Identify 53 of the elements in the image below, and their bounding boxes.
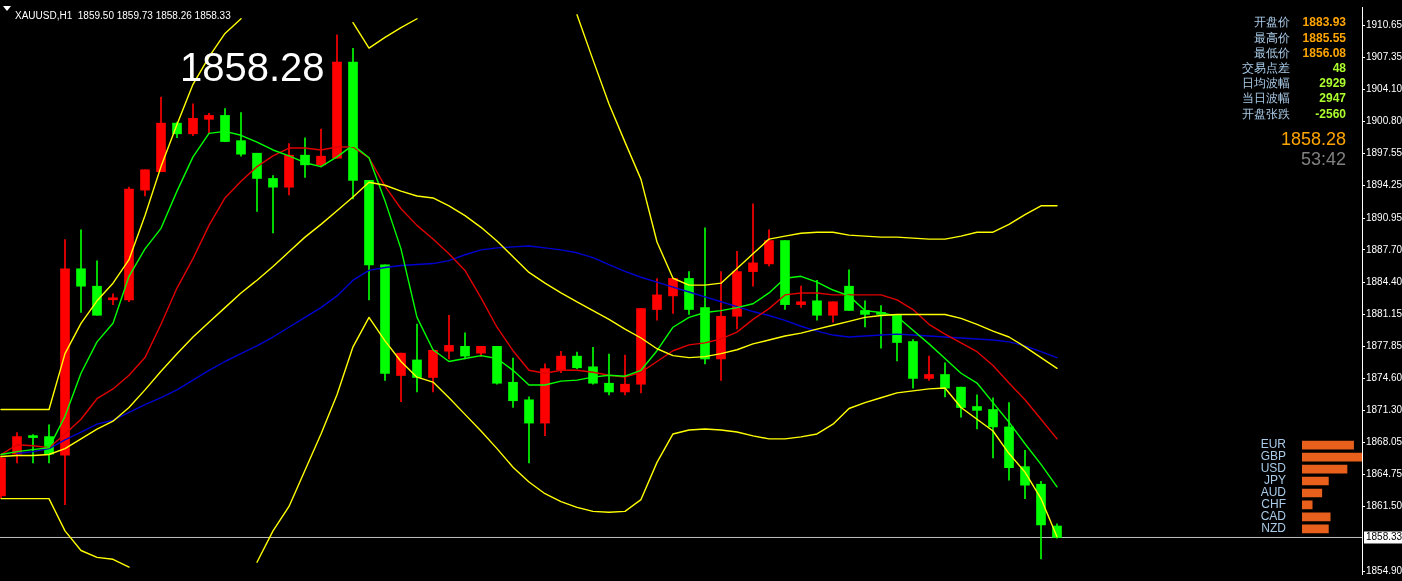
y-tick-label: 1864.75 — [1366, 468, 1402, 480]
candlestick — [444, 314, 454, 360]
bar — [1302, 476, 1329, 486]
y-tick-label: 1861.50 — [1366, 500, 1402, 512]
y-tick-label: 1900.80 — [1366, 115, 1402, 127]
y-tick-label: 1910.65 — [1366, 18, 1402, 30]
text: 1858.28 — [1280, 128, 1346, 149]
text: 53:42 — [1300, 148, 1346, 169]
y-tick-label: 1897.55 — [1366, 147, 1402, 159]
candlestick — [28, 434, 38, 464]
candlestick — [860, 300, 870, 328]
y-tick-label: 1907.35 — [1366, 51, 1402, 63]
text: 最高价 1885.55 — [1254, 30, 1347, 45]
text: 当日波幅 2947 — [1242, 91, 1346, 106]
y-tick-label: 1854.90 — [1366, 564, 1402, 576]
text: 日均波幅 2929 — [1242, 76, 1346, 91]
bar — [1302, 488, 1323, 498]
text: 开盘价 1883.93 — [1254, 15, 1347, 30]
bar — [1302, 440, 1354, 450]
y-tick-label: 1884.40 — [1366, 275, 1402, 287]
y-tick-label: AUD — [1260, 485, 1287, 500]
y-tick-label: 1877.85 — [1366, 340, 1402, 352]
ref-line-label: 1858.33 — [1366, 531, 1402, 543]
y-tick-label: CAD — [1260, 509, 1287, 524]
candlestick — [268, 175, 278, 234]
candlestick — [924, 355, 934, 381]
bar — [1302, 452, 1362, 462]
y-tick-label: 1874.60 — [1366, 371, 1402, 383]
y-tick-label: 1890.95 — [1366, 211, 1402, 223]
y-tick-label: 1894.25 — [1366, 179, 1402, 191]
y-tick-label: 1868.05 — [1366, 436, 1402, 448]
y-tick-label: JPY — [1263, 473, 1286, 488]
y-tick-label: 1881.15 — [1366, 307, 1402, 319]
text: 最低价 1856.08 — [1254, 45, 1347, 60]
y-tick-label: 1871.30 — [1366, 404, 1402, 416]
y-tick-label: NZD — [1261, 521, 1287, 536]
chart-title: XAUUSD,H1 1859.50 1859.73 1858.26 1858.33 — [15, 9, 232, 21]
candlestick — [76, 229, 86, 313]
y-tick-label: USD — [1260, 461, 1287, 476]
candlestick — [748, 203, 758, 287]
bar — [1302, 524, 1329, 534]
text: 交易点差 48 — [1242, 60, 1346, 75]
y-tick-label: GBP — [1260, 449, 1286, 464]
bar — [1302, 500, 1313, 510]
y-tick-label: CHF — [1261, 497, 1286, 512]
text: 开盘张跌 -2560 — [1242, 106, 1346, 121]
y-tick-label: EUR — [1260, 437, 1287, 452]
candlestick — [204, 113, 214, 134]
y-tick-label: 1887.70 — [1366, 243, 1402, 255]
bar — [1302, 464, 1348, 474]
y-tick-label: 1904.10 — [1366, 83, 1402, 95]
bar — [1302, 512, 1331, 522]
candlestick — [972, 394, 982, 430]
